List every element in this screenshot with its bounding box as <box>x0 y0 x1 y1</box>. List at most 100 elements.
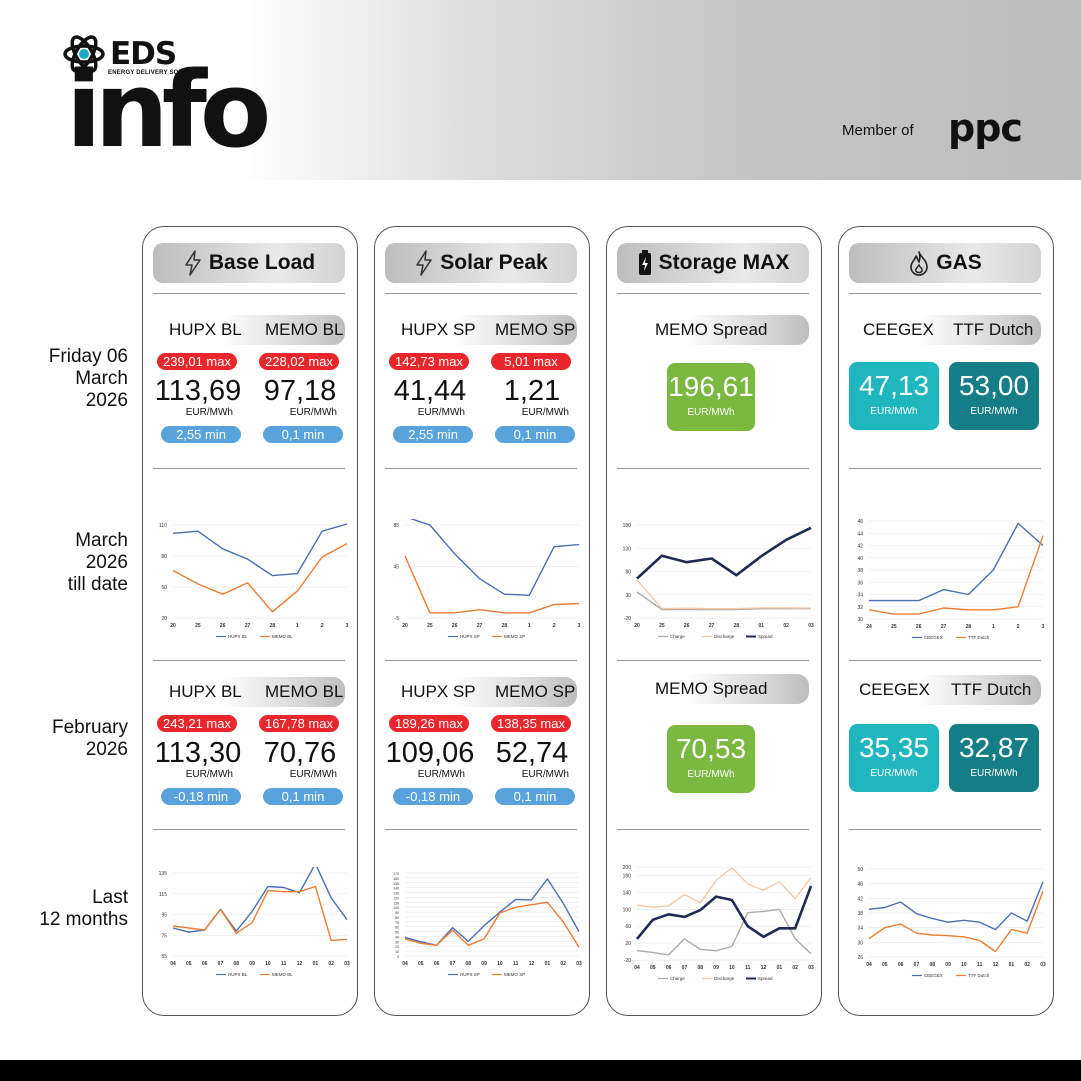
y-tick-label: 34 <box>857 593 863 599</box>
y-tick-label: 90 <box>395 911 399 915</box>
spread-day-tile: 196,61 EUR/MWh <box>667 363 755 431</box>
y-tick-label: 160 <box>393 877 399 881</box>
x-tick-label: 25 <box>659 623 665 629</box>
card-title-base-load: Base Load <box>153 243 345 283</box>
y-tick-label: 34 <box>857 926 863 932</box>
x-tick-label: 25 <box>195 623 201 629</box>
legend-label: Spread <box>758 976 773 981</box>
x-tick-label: 08 <box>233 961 239 967</box>
x-tick-label: 06 <box>898 962 904 968</box>
chart-base-load-month-to-date: 20 50 80 110 20 25 26 27 28 1 2 3 HUPX BL MEMO BL <box>159 523 349 639</box>
battery-icon <box>638 250 651 275</box>
y-tick-label: 20 <box>625 941 631 947</box>
x-tick-label: 08 <box>465 961 471 967</box>
series-line-memo-sp <box>404 555 580 614</box>
series-line-ttf-dutch <box>868 890 1044 953</box>
unit: EUR/MWh <box>185 769 233 780</box>
y-tick-label: 45 <box>393 564 399 570</box>
y-tick-label: 30 <box>395 940 399 944</box>
x-tick-label: 07 <box>218 961 224 967</box>
x-tick-label: 03 <box>808 965 814 971</box>
x-tick-label: 06 <box>202 961 208 967</box>
y-tick-label: 80 <box>395 916 399 920</box>
legend-label: HUPX SP <box>460 972 480 977</box>
x-tick-label: 28 <box>270 623 276 629</box>
x-tick-label: 02 <box>783 623 789 629</box>
legend-label: HUPX BL <box>228 634 248 639</box>
x-tick-label: 07 <box>914 962 920 968</box>
x-tick-label: 25 <box>891 624 897 630</box>
x-tick-label: 26 <box>220 623 226 629</box>
month-header: HUPX BL MEMO BL <box>153 677 345 707</box>
y-tick-label: 130 <box>393 892 399 896</box>
eds-tagline: ENERGY DELIVERY SOLUTIONS <box>108 70 207 76</box>
chart-solar-peak-month-to-date: -5 45 85 20 25 26 27 28 1 2 3 HUPX SP MEMO SP <box>393 519 581 639</box>
month-header: CEEGEX TTF Dutch <box>849 675 1041 705</box>
legend-label: MEMO BL <box>272 972 293 977</box>
y-tick-label: 110 <box>393 901 399 905</box>
y-tick-label: 42 <box>857 896 863 902</box>
series-line-charge <box>636 908 812 956</box>
y-tick-label: 46 <box>857 519 863 525</box>
x-tick-label: 11 <box>281 961 287 967</box>
legend-label: HUPX BL <box>228 972 248 977</box>
chart-solar-peak-12-months: 0102030405060708090100110120130140150160… <box>393 872 582 977</box>
ttf-month-tile: 32,87 EUR/MWh <box>949 724 1039 792</box>
series-line-hupx-sp <box>409 519 580 597</box>
y-tick-label: 150 <box>393 882 399 886</box>
x-tick-label: 28 <box>966 624 972 630</box>
y-tick-label: 44 <box>857 531 863 537</box>
info-wordmark: info <box>66 49 271 171</box>
x-tick-label: 26 <box>452 623 458 629</box>
x-tick-label: 01 <box>313 961 319 967</box>
unit: EUR/MWh <box>417 769 465 780</box>
max-badge: 189,26 max <box>389 715 469 732</box>
y-tick-label: 140 <box>623 890 632 896</box>
series-line-discharge <box>636 867 812 908</box>
card-storage-max: Storage MAX MEMO Spread 196,61 EUR/MWh -2… <box>606 226 822 1016</box>
unit: EUR/MWh <box>289 407 337 418</box>
value: 113,69 <box>154 375 242 407</box>
x-tick-label: 12 <box>761 965 767 971</box>
y-tick-label: 38 <box>857 911 863 917</box>
legend-label: Charge <box>670 634 685 639</box>
x-tick-label: 03 <box>1040 962 1046 968</box>
y-tick-label: 10 <box>395 950 399 954</box>
footer-bar <box>0 1060 1081 1081</box>
series-line-hupx-bl <box>172 867 348 933</box>
member-of-label: Member of <box>842 122 914 139</box>
legend-label: Spread <box>758 634 773 639</box>
value: 41,44 <box>393 375 467 407</box>
x-tick-label: 08 <box>929 962 935 968</box>
month-header: HUPX SP MEMO SP <box>385 677 577 707</box>
y-tick-label: 80 <box>161 554 167 560</box>
x-tick-label: 09 <box>713 965 719 971</box>
card-solar-peak: Solar Peak HUPX SP MEMO SP 142,73 max 5,… <box>374 226 590 1016</box>
legend-label: Discharge <box>714 976 735 981</box>
value: 109,06 <box>385 737 475 769</box>
x-tick-label: 1 <box>296 623 299 629</box>
card-title-gas: GAS <box>849 243 1041 283</box>
legend-label: CEEGEX <box>924 973 943 978</box>
x-tick-label: 05 <box>418 961 424 967</box>
series-line-spread <box>636 526 812 580</box>
series-line-hupx-bl <box>172 523 348 577</box>
x-tick-label: 26 <box>684 623 690 629</box>
series-line-memo-bl <box>172 885 348 942</box>
x-tick-label: 05 <box>650 965 656 971</box>
day-header: HUPX BL MEMO BL <box>153 315 345 345</box>
bolt-icon <box>416 250 433 276</box>
x-tick-label: 11 <box>513 961 519 967</box>
x-tick-label: 26 <box>916 624 922 630</box>
min-badge: 0,1 min <box>495 426 575 443</box>
value: 70,76 <box>263 737 337 769</box>
eds-wordmark: EDS <box>110 36 177 72</box>
y-tick-label: 140 <box>393 887 399 891</box>
y-tick-label: 40 <box>857 556 863 562</box>
x-tick-label: 2 <box>1017 624 1020 630</box>
max-badge: 5,01 max <box>491 353 571 370</box>
y-tick-label: 85 <box>393 523 399 529</box>
x-tick-label: 09 <box>945 962 951 968</box>
chart-storage-12-months: -20 20 60 100 140 180 200 04 05 06 07 08 09 10 11 12 01 0… <box>623 865 814 981</box>
legend-label: HUPX SP <box>460 634 480 639</box>
